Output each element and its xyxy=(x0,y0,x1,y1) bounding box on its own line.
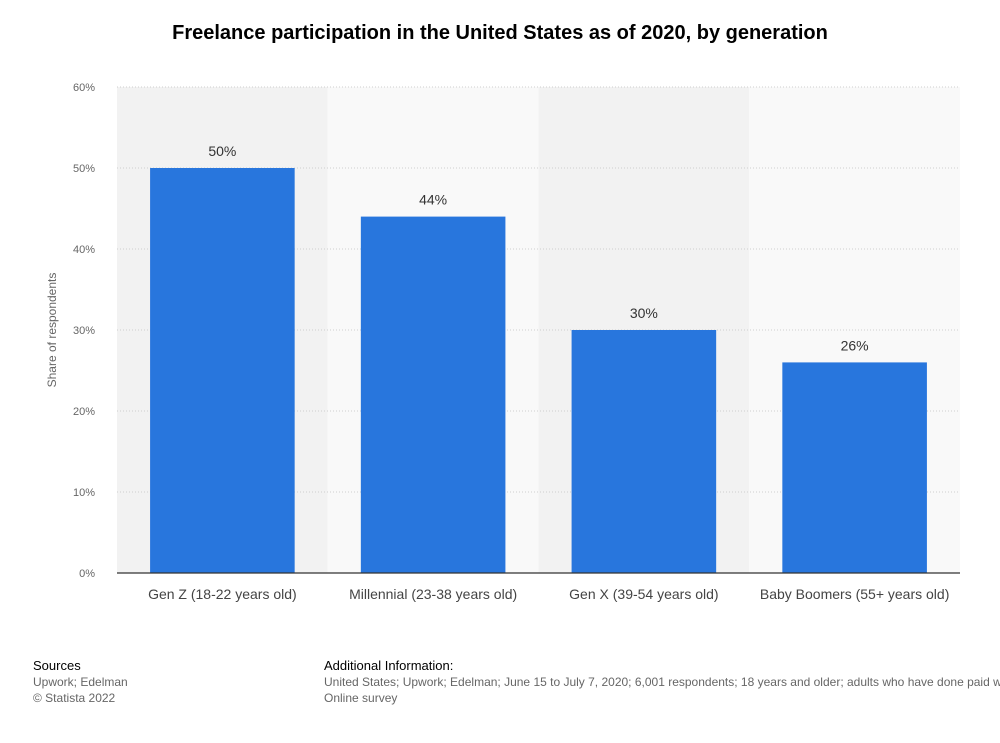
sources-line-1: Upwork; Edelman xyxy=(33,675,128,689)
bar-chart: 0% 10% 20% 30% 40% 50% 60% Share of respondents… xyxy=(45,82,960,602)
y-tick-label-40: 40% xyxy=(73,244,95,256)
sources-block: Sources Upwork; Edelman © Statista 2022 xyxy=(33,658,293,706)
y-tick-label-0: 0% xyxy=(79,568,95,580)
y-axis-title: Share of respondents xyxy=(45,273,59,388)
sources-heading: Sources xyxy=(33,658,81,673)
y-tick-label-30: 30% xyxy=(73,325,95,337)
x-tick-label-2: Millennial (23-38 years old) xyxy=(349,586,517,602)
additional-info-heading: Additional Information: xyxy=(324,658,454,673)
additional-info-block: Additional Information: United States; U… xyxy=(324,658,1000,706)
chart-title: Freelance participation in the United St… xyxy=(172,22,828,44)
y-tick-label-50: 50% xyxy=(73,163,95,175)
x-tick-label-3: Gen X (39-54 years old) xyxy=(569,586,718,602)
additional-info-line-1: United States; Upwork; Edelman; June 15 … xyxy=(324,675,1000,689)
y-tick-label-20: 20% xyxy=(73,406,95,418)
bar-value-label-2: 44% xyxy=(419,192,447,208)
copyright-line: © Statista 2022 xyxy=(33,691,116,705)
bar-3 xyxy=(571,330,717,573)
bar-value-label-3: 30% xyxy=(630,305,658,321)
bar-2 xyxy=(360,216,506,573)
y-tick-label-60: 60% xyxy=(73,82,95,94)
bar-4 xyxy=(782,362,927,573)
y-tick-label-10: 10% xyxy=(73,487,95,499)
x-tick-label-4: Baby Boomers (55+ years old) xyxy=(760,586,949,602)
bar-value-label-1: 50% xyxy=(208,143,236,159)
additional-info-line-2: Online survey xyxy=(324,691,398,705)
bar-1 xyxy=(150,168,295,573)
x-tick-label-1: Gen Z (18-22 years old) xyxy=(148,586,297,602)
bar-value-label-4: 26% xyxy=(841,337,869,353)
